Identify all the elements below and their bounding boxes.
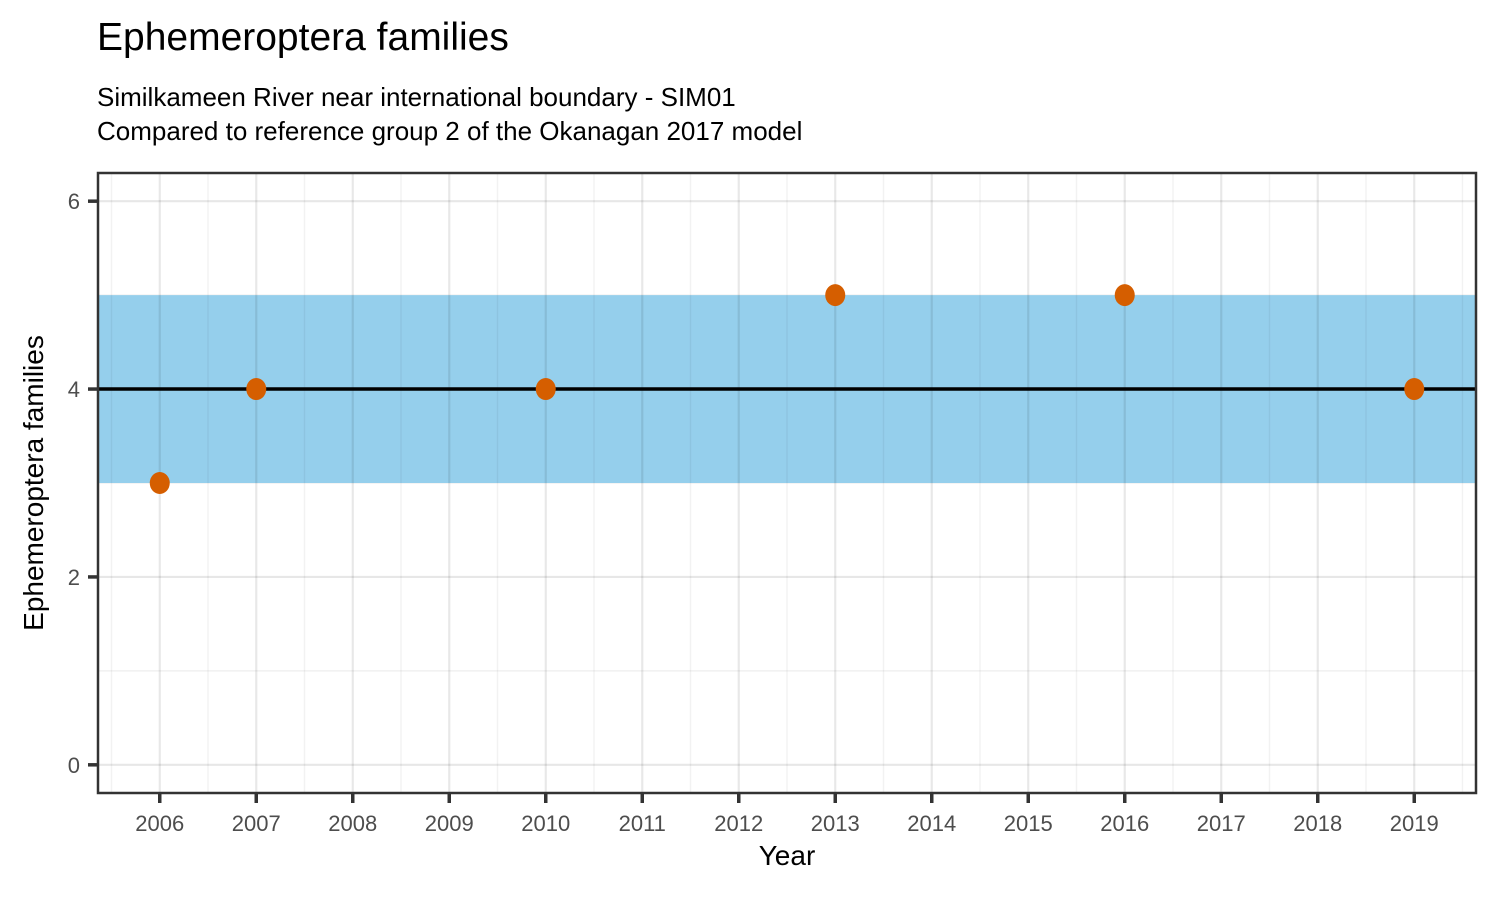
x-axis-tick-label: 2019 [1390, 811, 1439, 836]
x-axis-tick-label: 2014 [907, 811, 956, 836]
x-axis-tick-label: 2010 [521, 811, 570, 836]
x-axis-tick-label: 2012 [714, 811, 763, 836]
chart-title: Ephemeroptera families [97, 16, 509, 59]
y-axis-tick-label: 6 [68, 189, 80, 214]
x-axis-tick-label: 2011 [619, 811, 666, 836]
data-point [246, 378, 267, 401]
data-point [535, 378, 556, 401]
x-axis-tick-label: 2018 [1293, 811, 1342, 836]
x-axis-tick-label: 2017 [1197, 811, 1246, 836]
x-axis-tick-label: 2007 [232, 811, 281, 836]
y-axis-tick-label: 0 [68, 753, 80, 778]
chart-subtitle-line-1: Similkameen River near international bou… [97, 82, 736, 112]
x-axis-tick-label: 2013 [811, 811, 860, 836]
y-axis-tick-label: 4 [68, 377, 80, 402]
x-axis-title: Year [758, 840, 816, 871]
data-point [1404, 378, 1425, 401]
x-axis-tick-label: 2006 [135, 811, 184, 836]
data-point [825, 284, 846, 307]
panel-border [96, 171, 1478, 795]
x-axis-tick-label: 2015 [1004, 811, 1053, 836]
chart-subtitle: Similkameen River near international bou… [97, 80, 802, 148]
chart-subtitle-line-2: Compared to reference group 2 of the Oka… [97, 116, 803, 146]
x-axis-tick-label: 2008 [328, 811, 377, 836]
x-axis-tick-label: 2016 [1100, 811, 1149, 836]
x-axis-tick-label: 2009 [425, 811, 474, 836]
y-axis-title: Ephemeroptera families [18, 335, 49, 631]
data-point [149, 472, 170, 494]
y-axis-tick-label: 2 [68, 565, 80, 590]
data-point [1114, 284, 1135, 307]
